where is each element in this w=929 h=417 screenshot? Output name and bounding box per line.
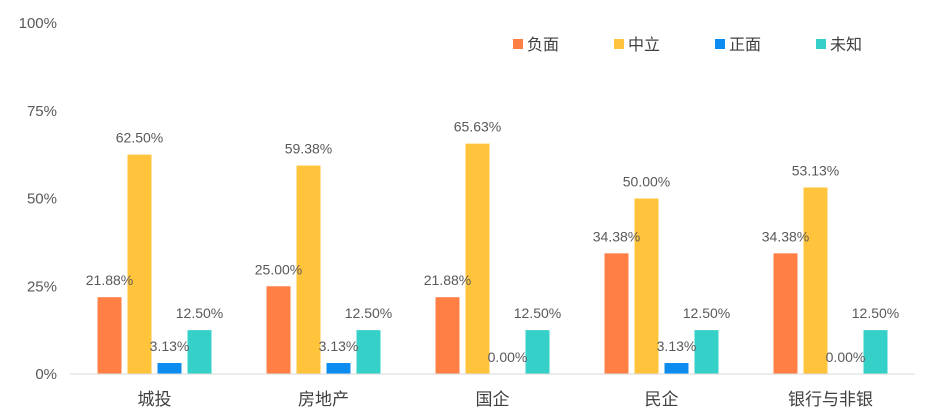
legend-swatch [715,39,725,49]
bars [97,143,888,374]
bar [435,297,460,374]
bar [773,253,798,374]
bar [634,198,659,374]
data-label: 50.00% [623,174,670,190]
data-label: 65.63% [454,119,501,135]
data-label: 25.00% [255,261,302,277]
bar [187,330,212,374]
data-label: 3.13% [657,338,697,354]
data-label: 34.38% [762,228,809,244]
bar [664,363,689,374]
data-label: 12.50% [345,305,392,321]
y-tick-label: 0% [35,366,57,383]
bar [266,286,291,374]
bar [296,165,321,374]
bar [803,187,828,374]
x-tick-label: 民企 [645,390,679,410]
bar [465,143,490,374]
data-label: 12.50% [683,305,730,321]
legend-swatch [816,39,826,49]
legend: 负面 中立 正面 未知 [513,35,862,54]
data-labels: 21.88% 62.50% 3.13% 12.50% 25.00% 59.38% 3.13%… [86,119,899,365]
data-label: 3.13% [150,338,190,354]
y-tick-label: 25% [27,278,57,295]
legend-swatch [513,39,523,49]
legend-label: 正面 [729,35,761,54]
data-label: 0.00% [826,349,866,365]
x-tick-label: 国企 [476,390,510,410]
legend-label: 未知 [830,35,862,54]
data-label: 0.00% [488,349,528,365]
data-label: 62.50% [116,130,163,146]
data-label: 59.38% [285,141,332,157]
data-label: 12.50% [852,305,899,321]
bar [127,154,152,374]
x-tick-label: 房地产 [298,390,349,410]
data-label: 21.88% [424,272,471,288]
bar [604,253,629,374]
legend-label: 负面 [527,35,559,54]
bar [326,363,351,374]
data-label: 53.13% [792,163,839,179]
x-tick-label: 银行与非银 [788,390,873,410]
data-label: 12.50% [176,305,223,321]
bar [157,363,182,374]
y-axis: 0% 25% 50% 75% 100% [19,15,57,383]
data-label: 34.38% [593,228,640,244]
bar [525,330,550,374]
data-label: 21.88% [86,272,133,288]
legend-label: 中立 [628,35,660,54]
data-label: 3.13% [319,338,359,354]
bar [863,330,888,374]
bar [97,297,122,374]
legend-swatch [614,39,624,49]
y-tick-label: 50% [27,191,57,208]
y-tick-label: 75% [27,103,57,120]
y-tick-label: 100% [19,15,57,32]
x-tick-label: 城投 [138,390,172,410]
bar [694,330,719,374]
bar [356,330,381,374]
data-label: 12.50% [514,305,561,321]
x-axis: 城投 房地产 国企 民企 银行与非银 [138,390,874,410]
